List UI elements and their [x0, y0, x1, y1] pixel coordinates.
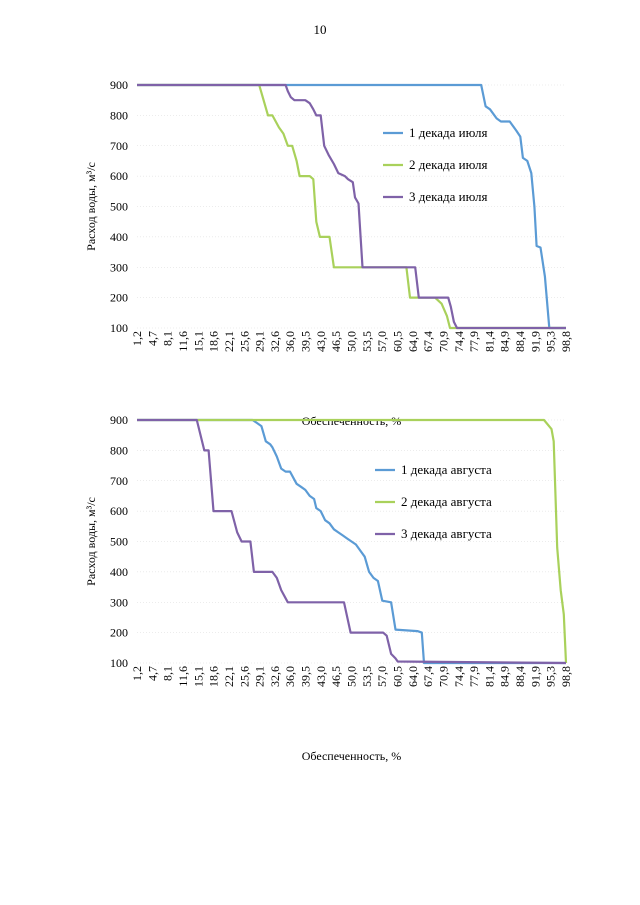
y-tick-label: 300 — [110, 260, 128, 274]
legend-label-2: 2 декада августа — [401, 494, 492, 509]
x-tick-label: 39,5 — [299, 666, 313, 687]
x-tick-label: 18,6 — [207, 331, 221, 352]
y-axis-title: Расход воды, м³/с — [84, 497, 98, 586]
y-axis-title: Расход воды, м³/с — [84, 162, 98, 251]
x-tick-label: 11,6 — [176, 331, 190, 352]
x-tick-label: 4,7 — [145, 666, 159, 681]
y-tick-label: 400 — [110, 230, 128, 244]
x-axis-title: Обеспеченность, % — [302, 749, 402, 763]
legend-label-2: 2 декада июля — [409, 157, 487, 172]
x-tick-label: 88,4 — [513, 666, 527, 687]
x-tick-label: 57,0 — [375, 331, 389, 352]
x-tick-label: 95,3 — [544, 331, 558, 352]
x-tick-label: 29,1 — [253, 666, 267, 687]
x-tick-label: 98,8 — [559, 331, 573, 352]
x-tick-label: 4,7 — [145, 331, 159, 346]
x-tick-label: 67,4 — [421, 666, 435, 687]
series-line-3 — [137, 418, 567, 665]
x-tick-label: 70,9 — [436, 331, 450, 352]
x-tick-label: 8,1 — [161, 331, 175, 346]
y-tick-label: 200 — [110, 291, 128, 305]
y-tick-label: 600 — [110, 504, 128, 518]
x-tick-label: 22,1 — [222, 666, 236, 687]
x-tick-label: 81,4 — [482, 666, 496, 687]
flow-duration-chart-july: 100 200 300 400 500 600 700 800 900 1,2 4,7 8,1 11,6… — [84, 78, 573, 428]
x-tick-label: 50,0 — [345, 666, 359, 687]
x-tick-label: 22,1 — [222, 331, 236, 352]
y-tick-label: 900 — [110, 413, 128, 427]
x-tick-label: 36,0 — [283, 666, 297, 687]
y-tick-label: 600 — [110, 169, 128, 183]
y-tick-label: 800 — [110, 443, 128, 457]
x-tick-label: 8,1 — [161, 666, 175, 681]
y-tick-label: 800 — [110, 108, 128, 122]
x-tick-label: 64,0 — [406, 331, 420, 352]
x-tick-label: 95,3 — [544, 666, 558, 687]
x-tick-label: 64,0 — [406, 666, 420, 687]
y-tick-label: 100 — [110, 321, 128, 335]
x-tick-label: 91,9 — [528, 666, 542, 687]
page-number: 10 — [313, 22, 327, 37]
x-tick-label: 74,4 — [452, 666, 466, 687]
flow-duration-chart-august: 100 200 300 400 500 600 700 800 900 1,2 4,7 8,1 11,6… — [84, 413, 573, 763]
x-tick-label: 98,8 — [559, 666, 573, 687]
x-tick-label: 25,6 — [237, 666, 251, 687]
x-tick-label: 25,6 — [237, 331, 251, 352]
y-tick-label: 700 — [110, 474, 128, 488]
y-tick-label: 300 — [110, 595, 128, 609]
x-tick-label: 50,0 — [345, 331, 359, 352]
y-tick-label: 900 — [110, 78, 128, 92]
x-tick-label: 88,4 — [513, 331, 527, 352]
x-tick-label: 77,9 — [467, 331, 481, 352]
series-line-3 — [137, 83, 566, 330]
x-tick-label: 84,9 — [498, 331, 512, 352]
series-line-1 — [137, 83, 566, 330]
y-tick-label: 100 — [110, 656, 128, 670]
x-tick-label: 77,9 — [467, 666, 481, 687]
y-tick-label: 400 — [110, 565, 128, 579]
legend-label-3: 3 декада августа — [401, 526, 492, 541]
x-tick-label: 53,5 — [360, 666, 374, 687]
legend-label-1: 1 декада августа — [401, 462, 492, 477]
x-tick-label: 67,4 — [421, 331, 435, 352]
series-line-2 — [137, 418, 568, 664]
x-tick-label: 39,5 — [299, 331, 313, 352]
y-tick-label: 700 — [110, 139, 128, 153]
x-tick-label: 15,1 — [191, 331, 205, 352]
x-tick-label: 46,5 — [329, 666, 343, 687]
x-tick-label: 70,9 — [436, 666, 450, 687]
x-tick-label: 53,5 — [360, 331, 374, 352]
x-tick-label: 60,5 — [390, 331, 404, 352]
x-tick-label: 32,6 — [268, 666, 282, 687]
series-line-1 — [137, 418, 566, 665]
x-tick-label: 1,2 — [130, 666, 144, 681]
x-tick-label: 74,4 — [452, 331, 466, 352]
x-tick-label: 46,5 — [329, 331, 343, 352]
x-tick-label: 84,9 — [498, 666, 512, 687]
x-tick-label: 91,9 — [528, 331, 542, 352]
x-tick-label: 81,4 — [482, 331, 496, 352]
x-tick-label: 11,6 — [176, 666, 190, 687]
y-tick-label: 500 — [110, 535, 128, 549]
x-tick-label: 29,1 — [253, 331, 267, 352]
x-tick-label: 1,2 — [130, 331, 144, 346]
y-tick-label: 200 — [110, 626, 128, 640]
x-tick-label: 15,1 — [191, 666, 205, 687]
legend-label-1: 1 декада июля — [409, 125, 487, 140]
x-tick-label: 18,6 — [207, 666, 221, 687]
x-tick-label: 57,0 — [375, 666, 389, 687]
x-tick-label: 32,6 — [268, 331, 282, 352]
x-tick-label: 60,5 — [390, 666, 404, 687]
y-tick-label: 500 — [110, 200, 128, 214]
x-tick-label: 43,0 — [314, 666, 328, 687]
x-tick-label: 36,0 — [283, 331, 297, 352]
legend-label-3: 3 декада июля — [409, 189, 487, 204]
x-tick-label: 43,0 — [314, 331, 328, 352]
